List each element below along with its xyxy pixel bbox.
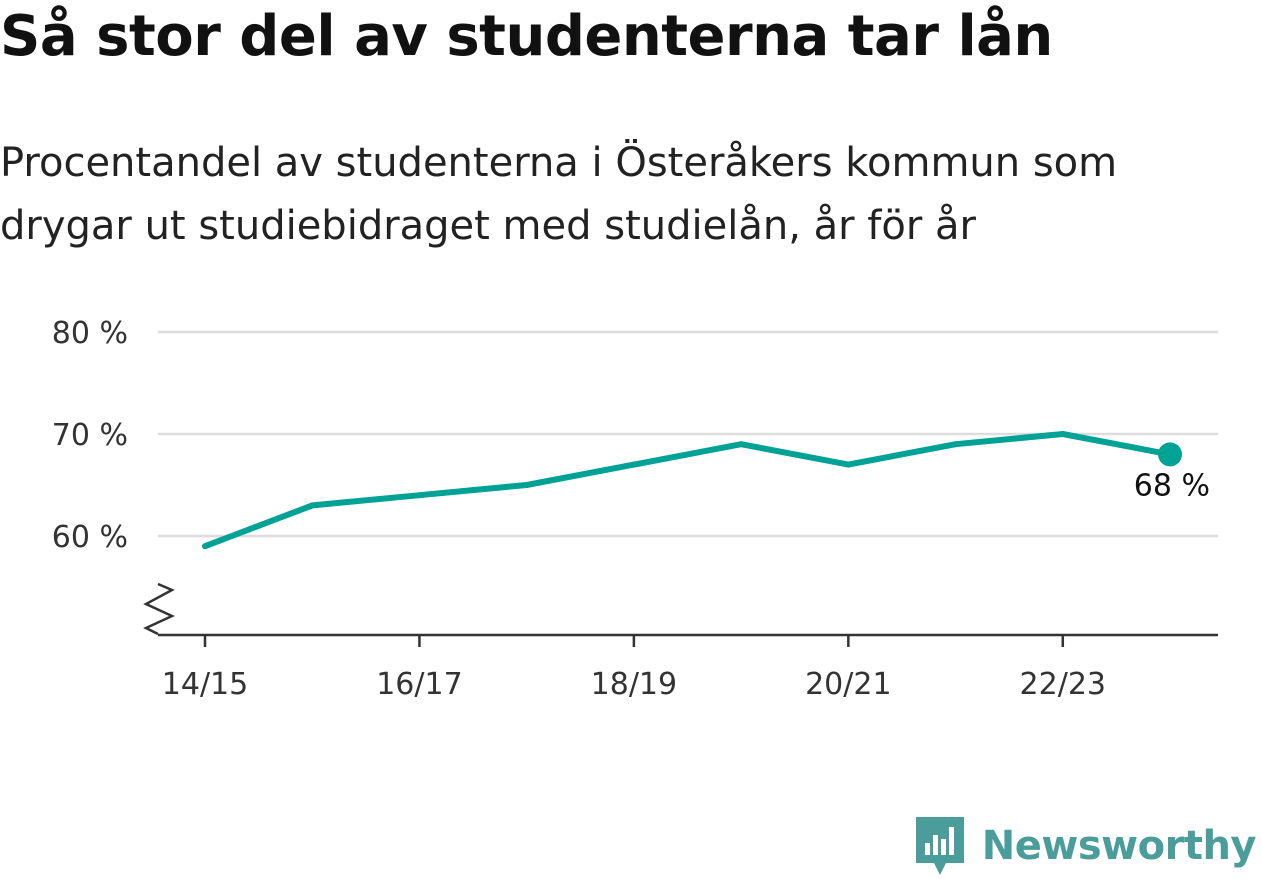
data-point (738, 441, 745, 448)
x-tick-label: 16/17 (376, 667, 462, 702)
x-tick-label: 22/23 (1020, 667, 1106, 702)
data-point (309, 502, 316, 509)
x-axis (143, 582, 1218, 637)
data-point (1059, 431, 1066, 437)
y-tick-label: 60 % (52, 520, 128, 555)
brand-name: Newsworthy (981, 823, 1257, 869)
y-axis-ticks: 60 % 70 % 80 % (52, 316, 128, 555)
data-point (630, 461, 637, 468)
x-axis-ticks: 14/15 16/17 18/19 20/21 22/23 (162, 635, 1106, 702)
series-layer: 68 % (202, 431, 1210, 550)
y-tick-label: 80 % (52, 316, 128, 351)
data-point (416, 492, 423, 499)
bar-chart-flag-icon (915, 817, 964, 875)
axis-break-icon (143, 582, 175, 636)
data-point (952, 441, 959, 448)
chart-title: Så stor del av studenterna tar lån (0, 4, 1053, 69)
x-tick-label: 14/15 (162, 667, 248, 702)
y-tick-label: 70 % (52, 418, 128, 453)
chart-subtitle: Procentandel av studenterna i Österåkers… (0, 140, 1118, 249)
end-value-label: 68 % (1134, 468, 1210, 503)
data-point (523, 482, 530, 488)
series-line (203, 431, 1171, 550)
data-point (845, 461, 852, 468)
brand-logo: Newsworthy (915, 817, 1257, 875)
data-point (202, 543, 208, 550)
x-tick-label: 20/21 (805, 667, 891, 702)
x-tick-label: 18/19 (591, 667, 677, 702)
end-point (1158, 442, 1182, 467)
